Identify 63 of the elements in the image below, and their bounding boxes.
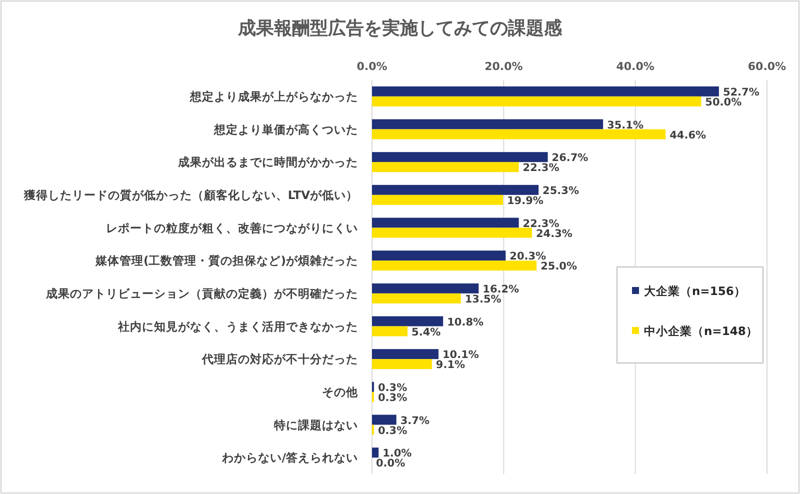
y-tick-label: 社内に知見がなく、うまく活用できなかった — [117, 319, 358, 334]
bar — [372, 359, 432, 370]
chart-title: 成果報酬型広告を実施してみての課題感 — [237, 18, 563, 39]
data-label: 20.3% — [510, 250, 547, 263]
y-tick-label: 特に課題はない — [273, 418, 358, 432]
y-tick-label: 獲得したリードの質が低かった（顧客化しない、LTVが低い） — [22, 188, 358, 202]
y-tick-label: 成果のアトリビューション（貢献の定義）が不明確だった — [45, 286, 358, 300]
bar — [372, 448, 379, 458]
bar — [372, 86, 719, 96]
data-label: 25.3% — [542, 184, 580, 197]
data-label: 5.4% — [412, 326, 442, 338]
data-label: 0.0% — [376, 458, 406, 470]
data-label: 52.7% — [722, 86, 760, 98]
data-label: 0.3% — [378, 392, 408, 404]
data-label: 13.5% — [464, 293, 502, 306]
data-label: 26.7% — [552, 152, 589, 164]
bar — [372, 316, 444, 326]
data-label: 24.3% — [536, 228, 573, 240]
y-tick-label: わからない/答えられない — [220, 450, 358, 465]
data-label: 35.1% — [607, 119, 644, 132]
y-tick-label: 代理店の対応が不十分だった — [201, 352, 358, 366]
bar — [372, 414, 396, 425]
data-label: 16.2% — [482, 283, 520, 296]
y-tick-label: その他 — [322, 384, 359, 399]
data-label: 1.0% — [382, 448, 412, 460]
x-tick-label: 20.0% — [484, 60, 523, 73]
data-label: 9.1% — [436, 359, 466, 372]
data-label: 10.1% — [442, 349, 480, 362]
bar — [372, 119, 604, 130]
y-tick-label: 想定より成果が上がらなかった — [189, 89, 358, 104]
bar — [372, 326, 408, 336]
x-tick-label: 60.0% — [748, 60, 786, 73]
y-tick-label: 媒体管理(工数管理・質の担保など)が煩雑だった — [94, 254, 358, 268]
legend-label: 中小企業（n=148） — [644, 324, 758, 338]
data-label: 44.6% — [670, 129, 707, 142]
bar — [372, 129, 666, 140]
bar — [372, 194, 504, 205]
data-label: 10.8% — [447, 316, 484, 328]
y-tick-label: 成果が出るまでに時間がかかった — [177, 155, 358, 170]
data-label: 0.3% — [378, 424, 408, 437]
data-label: 50.0% — [705, 96, 742, 108]
legend-label: 大企業（n=156） — [644, 284, 746, 298]
data-label: 22.3% — [522, 162, 560, 174]
bar — [372, 184, 539, 195]
bar — [372, 152, 548, 162]
bar — [372, 293, 461, 304]
bar — [372, 283, 479, 294]
bar — [372, 250, 506, 261]
bar — [372, 260, 537, 271]
bar — [372, 96, 702, 106]
data-label: 19.9% — [507, 194, 544, 207]
x-tick-label: 40.0% — [616, 60, 654, 73]
data-label: 22.3% — [522, 218, 560, 230]
data-label: 0.3% — [378, 382, 408, 394]
data-label: 25.0% — [540, 260, 578, 273]
y-tick-label: 想定より単価が高くついた — [213, 122, 358, 136]
bar — [372, 218, 519, 228]
bar — [372, 162, 519, 172]
bar — [372, 349, 438, 360]
x-tick-label: 0.0% — [356, 60, 388, 73]
bar — [372, 228, 532, 238]
y-tick-label: レポートの粒度が粗く、改善につながりにくい — [106, 220, 358, 235]
data-label: 3.7% — [400, 414, 430, 427]
